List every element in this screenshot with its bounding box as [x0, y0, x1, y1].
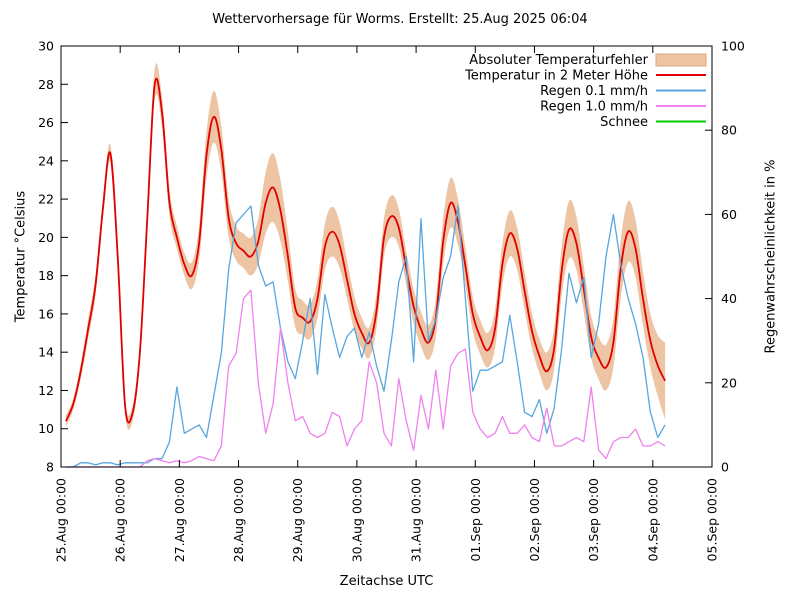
series-rain-10	[65, 289, 666, 468]
x-tick-label: 27.Aug 00:00	[172, 478, 187, 562]
y-left-tick-label: 18	[38, 268, 54, 283]
x-tick-label: 29.Aug 00:00	[290, 478, 305, 562]
y-left-tick-label: 10	[38, 421, 54, 436]
y-left-tick-label: 26	[38, 115, 54, 130]
y-left-tick-label: 12	[38, 383, 54, 398]
legend-swatch-band	[655, 53, 707, 67]
legend-label: Absoluter Temperaturfehler	[469, 53, 648, 68]
y-axis-label-rain-probability: Regenwahrscheinlichkeit in %	[763, 159, 779, 354]
y-right-tick-label: 40	[721, 291, 737, 306]
x-tick-label: 02.Sep 00:00	[527, 478, 542, 561]
legend-label: Regen 1.0 mm/h	[540, 100, 648, 115]
y-axis-label-temperature: Temperatur °Celsius	[13, 190, 29, 323]
x-axis-label: Zeitachse UTC	[339, 574, 434, 589]
x-tick-label: 01.Sep 00:00	[468, 478, 483, 561]
plot-border	[60, 45, 713, 468]
y-left-tick-label: 30	[38, 39, 54, 54]
y-left-tick-label: 14	[38, 345, 54, 360]
y-left-tick-label: 24	[38, 153, 54, 168]
y-right-tick-label: 60	[721, 207, 737, 222]
x-tick-label: 26.Aug 00:00	[113, 478, 128, 562]
y-right-tick-label: 80	[721, 123, 737, 138]
legend-label: Schnee	[600, 115, 648, 130]
series-temperature-2m	[65, 77, 666, 424]
x-tick-label: 28.Aug 00:00	[231, 478, 246, 562]
y-left-tick-label: 28	[38, 77, 54, 92]
y-right-tick-label: 100	[721, 39, 745, 54]
x-tick-label: 03.Sep 00:00	[586, 478, 601, 561]
legend-label: Regen 0.1 mm/h	[540, 84, 648, 99]
y-left-tick-label: 16	[38, 306, 54, 321]
x-tick-label: 04.Sep 00:00	[645, 478, 660, 561]
legend-label: Temperatur in 2 Meter Höhe	[464, 69, 648, 84]
chart-title: Wettervorhersage für Worms. Erstellt: 25…	[212, 12, 588, 27]
series-temperature-error-band	[65, 63, 666, 430]
y-left-tick-label: 22	[38, 192, 54, 207]
series-rain-01	[65, 205, 666, 468]
x-tick-label: 31.Aug 00:00	[409, 478, 424, 562]
x-tick-label: 05.Sep 00:00	[705, 478, 720, 561]
x-tick-label: 25.Aug 00:00	[54, 478, 69, 562]
x-tick-label: 30.Aug 00:00	[349, 478, 364, 562]
y-left-tick-label: 20	[38, 230, 54, 245]
y-right-tick-label: 20	[721, 375, 737, 390]
y-left-tick-label: 8	[46, 460, 54, 475]
y-right-tick-label: 0	[721, 460, 729, 475]
